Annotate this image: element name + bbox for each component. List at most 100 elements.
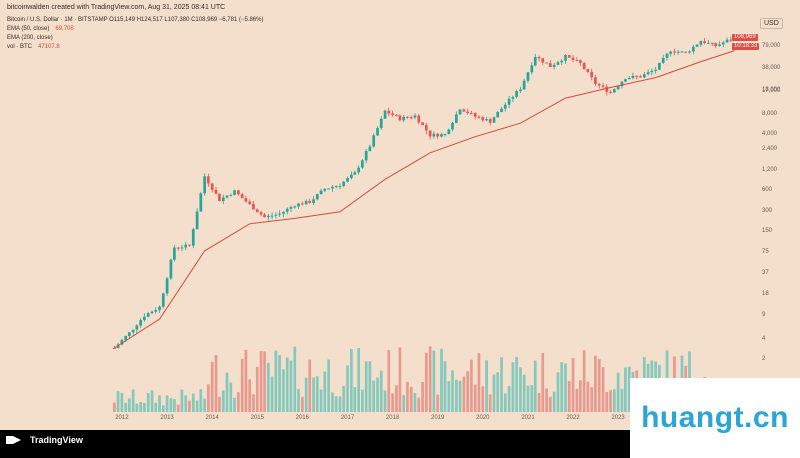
volume-bar bbox=[357, 348, 361, 412]
volume-bar bbox=[263, 351, 266, 412]
candle-body bbox=[642, 74, 646, 78]
legend-title-row: Bitcoin / U.S. Dollar · 1M · BITSTAMP O1… bbox=[7, 16, 263, 25]
candle-body bbox=[237, 190, 240, 195]
candle-body bbox=[616, 86, 620, 90]
candle-body bbox=[680, 51, 684, 53]
volume-bar bbox=[533, 360, 537, 412]
volume-bar bbox=[578, 380, 582, 412]
volume-bar bbox=[424, 352, 428, 412]
legend-ema50-row[interactable]: EMA (50, close) 69,708 bbox=[7, 25, 263, 34]
candle-body bbox=[635, 75, 639, 77]
price-tick-label: 300 bbox=[762, 207, 773, 214]
volume-bar bbox=[627, 366, 631, 412]
volume-bar bbox=[575, 388, 579, 412]
volume-bar bbox=[353, 387, 357, 412]
price-tick-label: 17,000 bbox=[762, 88, 781, 95]
candle-body bbox=[443, 134, 447, 136]
legend-ema50-key: EMA (50, close) bbox=[7, 26, 50, 32]
time-tick-label: 2012 bbox=[115, 415, 129, 421]
volume-bar bbox=[346, 365, 349, 412]
volume-bar bbox=[541, 352, 545, 412]
volume-bar bbox=[473, 384, 477, 412]
volume-bar bbox=[605, 391, 609, 412]
candle-body bbox=[203, 176, 206, 194]
candle-body bbox=[646, 72, 650, 75]
candle-body bbox=[368, 146, 372, 152]
candle-body bbox=[338, 186, 342, 188]
volume-bar bbox=[552, 391, 556, 412]
candle-body bbox=[308, 200, 312, 203]
candle-body bbox=[721, 42, 725, 45]
price-axis[interactable]: USD 108,969 10:18:33 79,000 38,000 18,000 1… bbox=[732, 0, 800, 430]
volume-bar bbox=[383, 390, 387, 412]
volume-bar bbox=[624, 367, 627, 412]
candle-body bbox=[158, 306, 161, 311]
legend-ema200-row[interactable]: EMA (200, close) bbox=[7, 34, 263, 43]
candle-body bbox=[707, 42, 710, 44]
candle-body bbox=[601, 85, 605, 87]
legend-vol-row[interactable]: vol · BTC 47107.8 bbox=[7, 43, 263, 52]
candle-body bbox=[492, 117, 496, 123]
candle-body bbox=[462, 109, 466, 112]
candle-body bbox=[676, 51, 680, 53]
volume-bar bbox=[616, 372, 620, 412]
ema-50-line bbox=[114, 50, 735, 349]
volume-bar bbox=[470, 359, 473, 412]
volume-bar bbox=[447, 381, 451, 412]
candle-body bbox=[470, 113, 473, 115]
volume-bar bbox=[173, 399, 176, 412]
price-tick-label: 37 bbox=[762, 269, 769, 276]
candle-body bbox=[387, 110, 391, 114]
candle-body bbox=[519, 89, 522, 92]
candle-body bbox=[447, 129, 451, 135]
candle-body bbox=[334, 186, 338, 188]
candle-body bbox=[612, 89, 616, 93]
candle-body bbox=[406, 116, 409, 118]
candle-body bbox=[127, 332, 131, 336]
candle-body bbox=[409, 117, 413, 119]
volume-bar bbox=[428, 346, 432, 412]
volume-bar bbox=[485, 360, 488, 412]
tradingview-logo-icon bbox=[6, 434, 24, 446]
volume-bar bbox=[507, 386, 511, 412]
candle-body bbox=[259, 212, 263, 215]
candle-body bbox=[699, 41, 703, 45]
candle-body bbox=[627, 77, 631, 80]
candle-body bbox=[350, 174, 353, 179]
price-tick-label: 9 bbox=[762, 311, 766, 318]
volume-bar bbox=[503, 393, 507, 412]
volume-bar bbox=[481, 386, 485, 412]
candle-body bbox=[631, 75, 635, 78]
candle-body bbox=[146, 313, 150, 317]
volume-bar bbox=[289, 360, 293, 412]
candle-body bbox=[654, 69, 658, 71]
volume-bar bbox=[597, 359, 601, 412]
volume-bar bbox=[120, 392, 124, 412]
candle-body bbox=[304, 200, 308, 205]
candle-body bbox=[688, 51, 691, 53]
volume-bar bbox=[278, 355, 281, 412]
candle-body bbox=[395, 115, 398, 117]
price-tick-label: 150 bbox=[762, 228, 773, 235]
price-tick-label: 2 bbox=[762, 356, 766, 362]
candle-body bbox=[323, 188, 327, 191]
time-tick-label: 2015 bbox=[250, 415, 264, 421]
candle-body bbox=[424, 125, 428, 131]
ema-price-tag: 10:18:33 bbox=[732, 43, 760, 50]
candle-body bbox=[590, 71, 594, 78]
volume-bar bbox=[586, 381, 590, 412]
volume-bar bbox=[548, 396, 552, 412]
candle-body bbox=[357, 167, 361, 173]
candle-body bbox=[691, 46, 695, 52]
candle-body bbox=[503, 104, 507, 109]
volume-bar bbox=[417, 397, 421, 412]
candle-body bbox=[669, 51, 672, 54]
candle-body bbox=[575, 60, 579, 62]
volume-bar bbox=[158, 395, 161, 412]
candle-body bbox=[533, 56, 537, 66]
candle-body bbox=[221, 197, 225, 201]
volume-bar bbox=[342, 385, 346, 412]
currency-selector[interactable]: USD bbox=[760, 18, 783, 29]
candle-body bbox=[488, 119, 492, 123]
legend-title: Bitcoin / U.S. Dollar · 1M · BITSTAMP O1… bbox=[7, 17, 264, 23]
